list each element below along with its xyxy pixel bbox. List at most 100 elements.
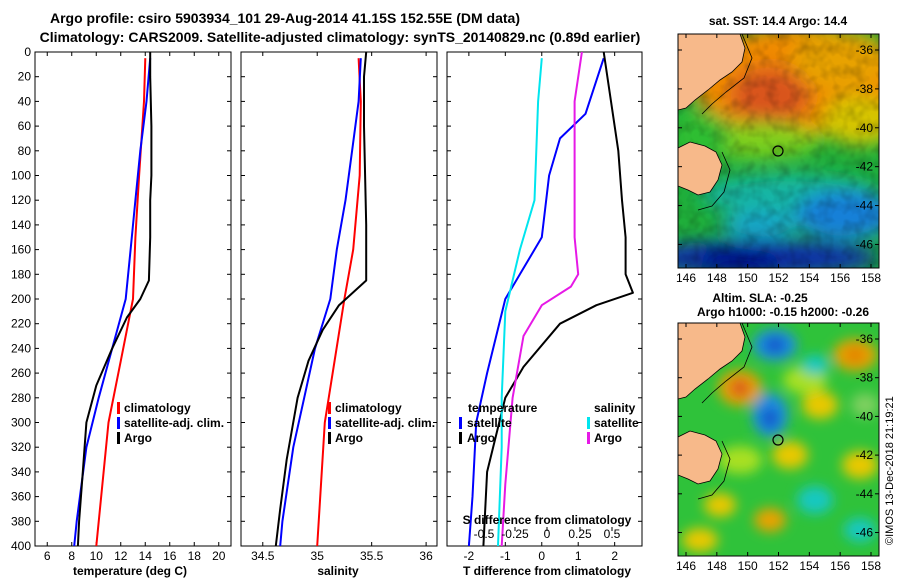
legend-label-climatology: climatology	[124, 401, 191, 415]
series-line-argo-salinity	[500, 52, 583, 546]
depth-axis: 0 20 40 60 80 100 120 140 160 180 200 220 240 260 280 3…	[11, 45, 31, 553]
argo-location-marker	[772, 434, 784, 446]
lat-tick-label: -40	[856, 409, 874, 423]
legend-label-satellite-adj: satellite-adj. clim.	[124, 416, 224, 430]
depth-tick-label: 360	[11, 490, 31, 504]
lat-tick-label: -42	[856, 448, 874, 462]
lon-tick-label: 150	[738, 271, 758, 285]
salinity-legend: climatology satellite-adj. clim. Argo	[328, 401, 435, 445]
depth-tick-label: 180	[11, 267, 31, 281]
legend-label-satellite-adj: satellite-adj. clim.	[335, 416, 435, 430]
lat-tick-label: -38	[856, 371, 874, 385]
legend-swatch-climatology	[117, 402, 120, 414]
series-line-climatology	[316, 58, 362, 546]
legend-title-temperature: temperature	[468, 401, 538, 415]
lat-tick-label: -46	[856, 526, 874, 540]
s-tick-label: 0.5	[604, 527, 621, 541]
legend-label-climatology: climatology	[335, 401, 402, 415]
x-tick-label: 6	[44, 549, 51, 563]
depth-tick-label: 120	[11, 193, 31, 207]
s-tick-label: 0.25	[568, 527, 592, 541]
salinity-plot: 34.5 35 35.5 36	[241, 51, 437, 563]
temperature-legend: climatology satellite-adj. clim. Argo	[117, 401, 224, 445]
x-tick-label: 10	[90, 549, 104, 563]
legend-swatch-t-argo	[459, 432, 462, 444]
lon-tick-label: 148	[707, 271, 727, 285]
depth-tick-label: 260	[11, 366, 31, 380]
s-difference-title: S difference from climatology	[463, 513, 632, 527]
depth-tick-label: 320	[11, 440, 31, 454]
x-tick-label: 16	[163, 549, 177, 563]
lat-tick-label: -40	[856, 121, 874, 135]
lat-tick-label: -44	[856, 487, 874, 501]
sla-map-title-2: Argo h1000: -0.15 h2000: -0.26	[697, 305, 869, 319]
legend-swatch-s-satellite	[587, 417, 590, 429]
sla-map	[678, 323, 879, 556]
depth-tick-label: 60	[18, 119, 32, 133]
sla-map-axes: -36 -38 -40 -42 -44 -46 146 148 150 152 154 156 158	[676, 323, 881, 573]
temperature-plot: 6 8 10 12 14 16 18 20	[35, 51, 231, 563]
imos-timestamp: ©IMOS 13-Dec-2018 21:19:21	[884, 396, 896, 545]
argo-location-marker	[772, 145, 784, 157]
sst-map-title: sat. SST: 14.4 Argo: 14.4	[709, 14, 848, 28]
salinity-xlabel: salinity	[317, 564, 359, 578]
x-tick-label: 20	[212, 549, 226, 563]
legend-swatch-climatology	[328, 402, 331, 414]
depth-tick-label: 220	[11, 317, 31, 331]
x-tick-label: 18	[188, 549, 202, 563]
sla-map-title-1: Altim. SLA: -0.25	[712, 291, 808, 305]
series-line-satellite-salinity	[497, 58, 543, 546]
lat-tick-label: -36	[856, 332, 874, 346]
lat-tick-label: -44	[856, 199, 874, 213]
depth-tick-label: 400	[11, 539, 31, 553]
lon-tick-label: 158	[861, 271, 881, 285]
x-tick-label: 14	[139, 549, 153, 563]
series-line-argo	[274, 52, 368, 546]
legend-title-salinity: salinity	[594, 401, 636, 415]
difference-plot: -2 -1 0 1 2	[447, 51, 642, 563]
s-difference-axis: S difference from climatology -0.5 -0.25…	[463, 513, 632, 541]
depth-tick-label: 340	[11, 465, 31, 479]
series-line-climatology	[95, 58, 147, 546]
lat-tick-label: -36	[856, 43, 874, 57]
x-tick-label: 2	[611, 549, 618, 563]
legend-label-t-argo: Argo	[467, 431, 495, 445]
lat-tick-label: -46	[856, 237, 874, 251]
legend-swatch-satellite-adj	[328, 417, 331, 429]
lon-tick-label: 150	[738, 559, 758, 573]
legend-label-argo: Argo	[335, 431, 363, 445]
x-tick-label: 36	[419, 549, 433, 563]
s-tick-label: -0.25	[501, 527, 529, 541]
s-tick-label: -0.5	[474, 527, 495, 541]
title-line-2: Climatology: CARS2009. Satellite-adjuste…	[40, 29, 641, 45]
lon-tick-label: 152	[768, 559, 788, 573]
legend-swatch-argo	[328, 432, 331, 444]
legend-label-s-satellite: satellite	[594, 416, 639, 430]
lon-tick-label: 146	[676, 271, 696, 285]
lon-tick-label: 154	[799, 559, 819, 573]
temperature-xlabel: temperature (deg C)	[73, 564, 187, 578]
legend-label-s-argo: Argo	[594, 431, 622, 445]
depth-tick-label: 40	[18, 94, 32, 108]
x-tick-label: 0	[538, 549, 545, 563]
s-tick-label: 0	[544, 527, 551, 541]
lat-tick-label: -38	[856, 82, 874, 96]
depth-tick-label: 300	[11, 416, 31, 430]
legend-swatch-s-argo	[587, 432, 590, 444]
depth-tick-label: 280	[11, 391, 31, 405]
series-line-satellite-temperature	[467, 57, 605, 546]
depth-tick-label: 200	[11, 292, 31, 306]
x-tick-label: 34.5	[251, 549, 275, 563]
lon-tick-label: 158	[861, 559, 881, 573]
x-tick-label: 1	[575, 549, 582, 563]
series-line-satellite-adj-clim-	[279, 58, 362, 546]
depth-tick-label: 380	[11, 514, 31, 528]
x-tick-label: 35	[311, 549, 325, 563]
x-tick-label: 35.5	[360, 549, 384, 563]
sst-map	[678, 34, 879, 268]
lon-tick-label: 146	[676, 559, 696, 573]
salinity-panel-frame	[240, 51, 438, 547]
legend-label-argo: Argo	[124, 431, 152, 445]
x-tick-label: -1	[500, 549, 511, 563]
